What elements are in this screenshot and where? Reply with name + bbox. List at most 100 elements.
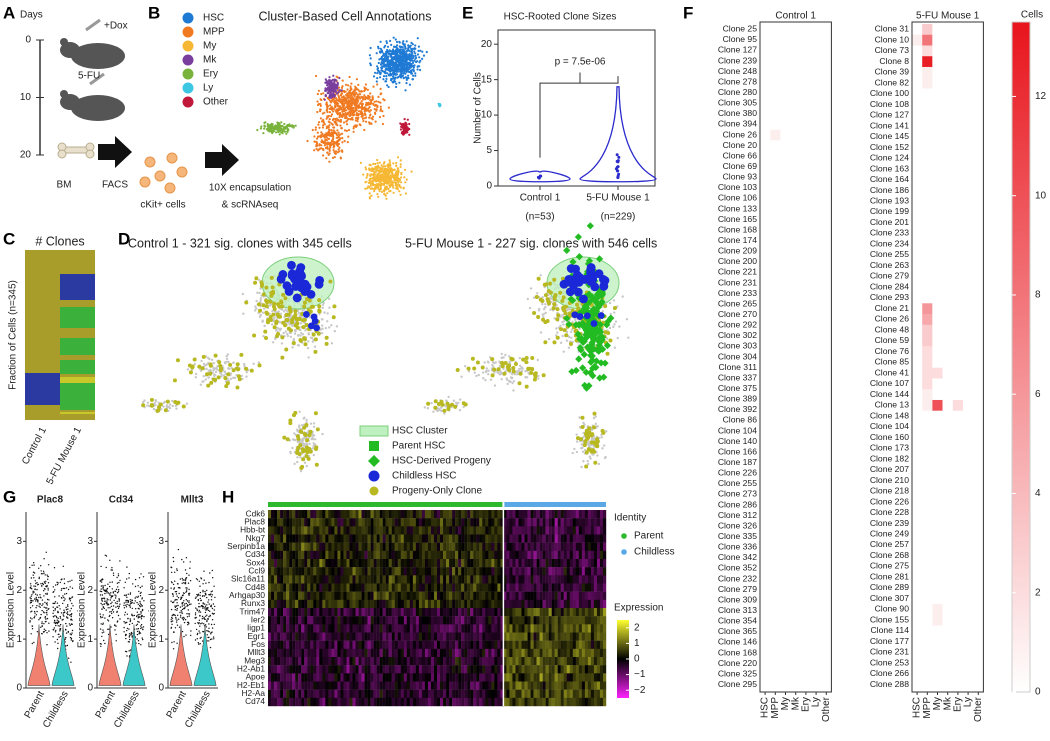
background-cell: [591, 453, 593, 455]
heatmap-cell: [760, 352, 770, 363]
umap-point: [396, 41, 398, 43]
background-cell: [536, 292, 538, 294]
row-label: Clone 270: [718, 309, 757, 319]
heatmap-cell: [932, 24, 942, 35]
umap-point: [365, 83, 367, 85]
background-cell: [304, 462, 306, 464]
umap-point: [399, 49, 401, 51]
umap-point: [406, 79, 408, 81]
heatmap-cell: [791, 331, 801, 342]
background-cell: [311, 337, 313, 339]
progeny-only-cell: [283, 296, 287, 300]
heatmap-cell: [791, 383, 801, 394]
umap-point: [384, 64, 386, 66]
umap-point: [411, 171, 413, 173]
umap-point: [326, 116, 328, 118]
umap-point: [389, 65, 391, 67]
umap-point: [365, 168, 367, 170]
heatmap-cell: [791, 584, 801, 595]
umap-point: [395, 46, 397, 48]
umap-point: [368, 182, 370, 184]
progeny-only-cell: [213, 378, 217, 382]
umap-point: [339, 89, 341, 91]
umap-point: [402, 187, 404, 189]
heatmap-cell: [932, 45, 942, 56]
heatmap-cell: [780, 77, 790, 88]
heatmap-cell: [811, 447, 821, 458]
umap-point: [362, 98, 364, 100]
stripe: [60, 250, 95, 274]
stripe: [60, 397, 95, 404]
umap-point: [367, 103, 369, 105]
umap-point: [388, 178, 390, 180]
umap-point: [405, 126, 407, 128]
heatmap-cell: [922, 45, 932, 56]
heatmap-cell: [780, 24, 790, 35]
heatmap-cell: [801, 457, 811, 468]
umap-point: [347, 84, 349, 86]
childless-hsc: [584, 312, 591, 319]
umap-point: [330, 129, 332, 131]
row-label: Clone 140: [718, 436, 757, 446]
progeny-only-cell: [275, 334, 279, 338]
background-cell: [588, 445, 590, 447]
heatmap-cell: [791, 563, 801, 574]
background-cell: [482, 377, 484, 379]
background-cell: [271, 323, 273, 325]
background-cell: [582, 422, 584, 424]
background-cell: [541, 303, 543, 305]
row-label: Clone 342: [718, 552, 757, 562]
heatmap-cell: [760, 56, 770, 67]
background-cell: [169, 407, 171, 409]
heatmap-cell: [780, 278, 790, 289]
heatmap-cell: [821, 468, 831, 479]
violin-point: [617, 165, 620, 168]
heatmap-cell: [760, 235, 770, 246]
heatmap-cell: [791, 362, 801, 373]
background-cell: [205, 378, 207, 380]
legend-swatch: [183, 13, 194, 24]
umap-point: [376, 193, 378, 195]
umap-point: [369, 192, 371, 194]
background-cell: [263, 325, 265, 327]
progeny-only-cell: [519, 372, 523, 376]
row-label: Clone 20: [723, 140, 758, 150]
umap-point: [295, 125, 297, 127]
background-cell: [328, 306, 330, 308]
progeny-only-cell: [273, 307, 277, 311]
umap-point: [336, 99, 338, 101]
x-tick-label: Other: [821, 696, 832, 722]
umap-point: [330, 122, 332, 124]
heatmap-cell: [953, 56, 963, 67]
heatmap-cell: [791, 87, 801, 98]
umap-point: [282, 130, 284, 132]
heatmap-cell: [801, 257, 811, 268]
heatmap-cell: [801, 66, 811, 77]
umap-point: [403, 62, 405, 64]
tick-label: 10: [20, 92, 32, 103]
heatmap-cell: [760, 225, 770, 236]
umap-point: [385, 198, 387, 200]
heatmap-cell: [760, 161, 770, 172]
heatmap-cell: [770, 500, 780, 511]
umap-point: [338, 132, 340, 134]
background-cell: [572, 452, 574, 454]
umap-point: [354, 102, 356, 104]
umap-point: [370, 102, 372, 104]
heatmap-cell: [801, 309, 811, 320]
violin-point: [616, 153, 619, 156]
umap-point: [395, 49, 397, 51]
heatmap-cell: [801, 648, 811, 659]
umap-point: [385, 78, 387, 80]
umap-point: [390, 62, 392, 64]
heatmap-cell: [953, 67, 963, 78]
heatmap-cell: [770, 373, 780, 384]
progeny-only-cell: [546, 319, 550, 323]
umap-point: [325, 157, 327, 159]
heatmap-cell: [811, 204, 821, 215]
heatmap-cell: [760, 140, 770, 151]
violin-point: [616, 169, 619, 172]
umap-point: [399, 46, 401, 48]
heatmap-cell: [770, 130, 780, 141]
umap-point: [347, 113, 349, 115]
